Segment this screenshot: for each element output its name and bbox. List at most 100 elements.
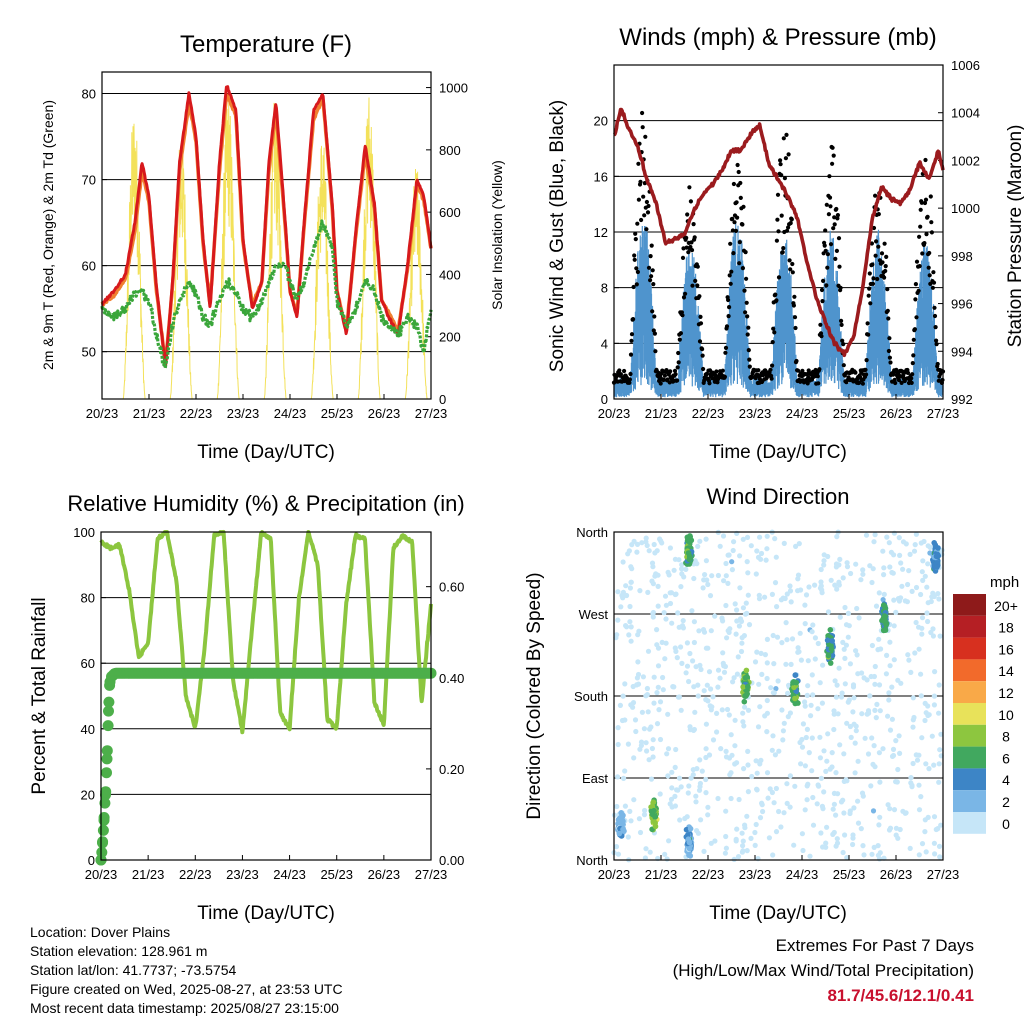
- gust-point: [822, 243, 827, 248]
- direction-point: [793, 679, 800, 686]
- gust-point: [923, 157, 928, 163]
- gust-point: [893, 380, 898, 386]
- direction-point: [695, 682, 701, 688]
- direction-point: [705, 812, 711, 818]
- direction-point: [844, 564, 851, 570]
- temperature-xtick-label: 22/23: [180, 406, 213, 421]
- direction-point: [723, 748, 729, 755]
- direction-point: [924, 610, 930, 616]
- direction-point: [704, 577, 710, 583]
- winds-xtick-label: 25/23: [833, 406, 866, 421]
- winds-xtick-label: 27/23: [927, 406, 960, 421]
- gust-point: [873, 193, 878, 198]
- direction-point: [771, 690, 777, 696]
- direction-point: [836, 665, 842, 671]
- direction-point: [707, 593, 714, 599]
- temperature-ytick-right-label: 200: [439, 330, 461, 345]
- direction-point: [625, 551, 631, 557]
- direction-point: [824, 824, 830, 830]
- direction-point: [843, 777, 849, 783]
- gust-point: [617, 368, 622, 373]
- direction-point: [666, 838, 672, 844]
- gust-point: [792, 294, 797, 299]
- direction-point: [792, 783, 798, 789]
- gust-point: [924, 232, 929, 237]
- gust-point: [787, 258, 792, 263]
- direction-point: [803, 734, 809, 741]
- gust-point: [731, 181, 737, 187]
- direction-point: [916, 752, 922, 758]
- direction-point: [757, 704, 763, 710]
- temperature-ytick-right-label: 0: [439, 392, 446, 407]
- direction-xtick-label: 26/23: [880, 867, 913, 882]
- gust-point: [627, 377, 633, 382]
- winds-ytick-right-label: 996: [951, 297, 973, 312]
- direction-point: [932, 542, 939, 548]
- humidity-xtick-label: 23/23: [226, 867, 259, 882]
- gust-point: [727, 305, 732, 310]
- gust-point: [927, 273, 932, 278]
- direction-point: [936, 843, 943, 850]
- direction-point: [664, 751, 670, 757]
- direction-point: [630, 683, 636, 690]
- direction-point: [913, 531, 920, 537]
- direction-point: [646, 548, 652, 554]
- direction-point: [624, 592, 630, 599]
- direction-point: [854, 605, 860, 612]
- direction-point: [855, 758, 861, 764]
- direction-point: [880, 548, 886, 554]
- direction-point: [706, 669, 713, 675]
- precipitation-point: [97, 824, 109, 836]
- gust-point: [837, 264, 842, 269]
- gust-point: [917, 264, 922, 269]
- gust-point: [730, 228, 736, 233]
- direction-point: [843, 642, 850, 648]
- gust-point: [737, 261, 742, 266]
- direction-point: [772, 580, 779, 586]
- direction-point: [634, 549, 640, 555]
- direction-point: [665, 711, 671, 717]
- direction-point: [742, 704, 748, 710]
- direction-point: [741, 766, 747, 772]
- direction-point: [877, 779, 883, 785]
- gust-point: [789, 217, 794, 222]
- direction-point: [752, 659, 759, 665]
- direction-point: [657, 791, 663, 797]
- direction-point: [834, 682, 840, 688]
- gust-point: [867, 271, 872, 276]
- direction-point: [860, 571, 866, 577]
- direction-point: [656, 707, 662, 713]
- direction-point: [784, 591, 790, 597]
- gust-point: [886, 316, 891, 321]
- gust-point: [834, 206, 839, 212]
- direction-point: [731, 539, 737, 545]
- gust-point: [695, 264, 700, 269]
- direction-point: [854, 652, 860, 658]
- direction-point: [674, 655, 680, 661]
- gust-point: [643, 134, 648, 139]
- direction-point: [908, 780, 914, 786]
- temperature-ytick-right-label: 400: [439, 267, 461, 282]
- direction-point: [887, 564, 893, 570]
- direction-point: [637, 588, 643, 594]
- direction-point: [737, 553, 743, 559]
- direction-point: [651, 674, 657, 680]
- direction-point: [652, 819, 658, 826]
- direction-point: [789, 636, 796, 642]
- direction-point: [825, 731, 831, 737]
- direction-point: [820, 844, 826, 850]
- direction-point: [834, 586, 840, 592]
- gust-point: [786, 152, 791, 157]
- gust-point: [830, 161, 835, 166]
- direction-point: [723, 833, 729, 840]
- humidity-panel: Relative Humidity (%) & Precipitation (i…: [29, 491, 465, 924]
- temperature-ytick-label: 80: [82, 87, 96, 102]
- direction-point: [645, 589, 651, 596]
- direction-point: [828, 577, 834, 583]
- direction-point: [787, 804, 793, 810]
- humidity-ytick-right-label: 0.20: [439, 762, 464, 777]
- gust-point: [690, 283, 695, 288]
- direction-point: [881, 613, 888, 619]
- direction-point: [936, 761, 942, 767]
